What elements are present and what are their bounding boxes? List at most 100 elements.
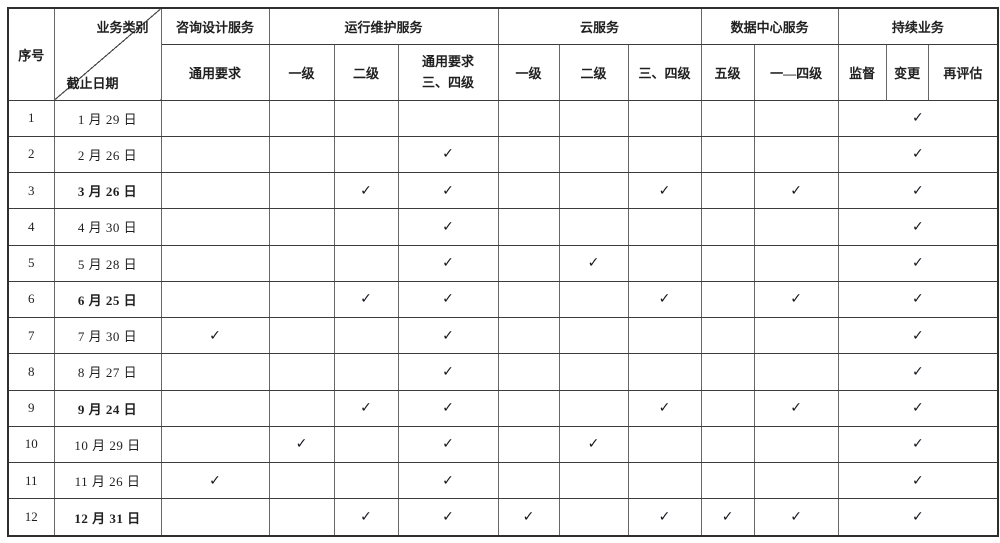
check-icon: ✓ bbox=[442, 436, 454, 453]
check-icon: ✓ bbox=[360, 509, 372, 526]
check-cell-cloud-level1 bbox=[497, 425, 560, 464]
check-cell-consulting-general: ✓ bbox=[160, 461, 270, 500]
deadline-date-cell: 2 月 26 日 bbox=[53, 135, 162, 174]
check-cell-consulting-general bbox=[160, 171, 270, 210]
check-cell-cloud-level-3-4 bbox=[627, 316, 702, 355]
check-cell-dc-level5: ✓ bbox=[700, 498, 755, 537]
sub-header-dc-level5: 五级 bbox=[700, 43, 755, 101]
check-cell-ops-level2: ✓ bbox=[333, 389, 399, 427]
check-icon: ✓ bbox=[790, 509, 802, 526]
check-cell-cloud-level-3-4 bbox=[627, 99, 702, 137]
check-cell-cloud-level1 bbox=[497, 353, 560, 391]
check-cell-ops-level2 bbox=[333, 244, 399, 282]
check-cell-ops-general-3-4: ✓ bbox=[397, 389, 499, 427]
row-number-cell: 3 bbox=[7, 171, 55, 210]
check-cell-continuous-business: ✓ bbox=[837, 99, 999, 137]
row-number-cell: 5 bbox=[7, 244, 55, 282]
check-cell-ops-level1 bbox=[268, 135, 335, 174]
sub-header-row: 通用要求 一级 二级 通用要求 三、四级 一级 二级 三、四级 五级 一—四级 … bbox=[8, 43, 999, 101]
deadline-date-cell: 9 月 24 日 bbox=[53, 389, 162, 427]
check-icon: ✓ bbox=[360, 400, 372, 417]
check-cell-cloud-level2 bbox=[558, 461, 629, 500]
check-cell-dc-level1-4: ✓ bbox=[753, 389, 839, 427]
check-icon: ✓ bbox=[911, 363, 924, 380]
check-cell-dc-level1-4 bbox=[753, 99, 839, 137]
check-cell-cloud-level-3-4 bbox=[627, 353, 702, 391]
check-cell-cloud-level2 bbox=[558, 316, 629, 355]
check-icon: ✓ bbox=[658, 509, 671, 526]
check-cell-cloud-level-3-4 bbox=[627, 425, 702, 464]
check-cell-cloud-level2: ✓ bbox=[558, 425, 629, 464]
check-cell-cloud-level1 bbox=[497, 389, 560, 427]
check-cell-dc-level5 bbox=[700, 99, 755, 137]
sub-header-cloud-level2: 二级 bbox=[558, 43, 629, 101]
check-cell-ops-level1 bbox=[268, 208, 335, 246]
deadline-date-cell: 1 月 29 日 bbox=[53, 99, 162, 137]
check-icon: ✓ bbox=[442, 327, 454, 344]
check-cell-consulting-general bbox=[160, 425, 270, 464]
check-icon: ✓ bbox=[442, 182, 454, 199]
check-cell-ops-level1 bbox=[268, 498, 335, 537]
check-cell-cloud-level2 bbox=[558, 99, 629, 137]
check-icon: ✓ bbox=[911, 218, 924, 235]
check-cell-dc-level1-4 bbox=[753, 353, 839, 391]
check-cell-cloud-level-3-4: ✓ bbox=[627, 280, 702, 319]
group-header-operations-maintenance: 运行维护服务 bbox=[268, 7, 499, 45]
check-cell-continuous-business: ✓ bbox=[837, 425, 999, 464]
check-cell-consulting-general bbox=[160, 389, 270, 427]
check-cell-dc-level1-4: ✓ bbox=[753, 280, 839, 319]
check-cell-consulting-general bbox=[160, 498, 270, 537]
check-cell-cloud-level-3-4: ✓ bbox=[627, 498, 702, 537]
check-icon: ✓ bbox=[209, 472, 221, 489]
group-header-consulting-design: 咨询设计服务 bbox=[160, 7, 270, 45]
check-icon: ✓ bbox=[360, 291, 372, 308]
check-cell-cloud-level2 bbox=[558, 389, 629, 427]
check-icon: ✓ bbox=[442, 509, 454, 526]
check-icon: ✓ bbox=[911, 472, 924, 489]
check-cell-dc-level5 bbox=[700, 171, 755, 210]
check-icon: ✓ bbox=[442, 291, 454, 308]
check-cell-dc-level1-4 bbox=[753, 425, 839, 464]
check-cell-dc-level5 bbox=[700, 316, 755, 355]
check-cell-cloud-level2: ✓ bbox=[558, 244, 629, 282]
check-cell-dc-level1-4 bbox=[753, 316, 839, 355]
check-cell-ops-level2: ✓ bbox=[333, 280, 399, 319]
row-number-cell: 6 bbox=[7, 280, 55, 319]
sub-header-ops-general-3-4: 通用要求 三、四级 bbox=[397, 43, 499, 101]
check-cell-continuous-business: ✓ bbox=[837, 208, 999, 246]
check-cell-continuous-business: ✓ bbox=[837, 461, 999, 500]
certification-schedule-table: 序号 业务类别 截止日期 咨询设计服务 运行维护服务 云服务 数据中心服务 持续… bbox=[7, 7, 1000, 537]
row-number-cell: 9 bbox=[7, 389, 55, 427]
sub-header-reassessment: 再评估 bbox=[927, 43, 999, 101]
group-header-cloud-service: 云服务 bbox=[497, 7, 702, 45]
deadline-date-cell: 6 月 25 日 bbox=[53, 280, 162, 319]
check-cell-cloud-level2 bbox=[558, 208, 629, 246]
check-cell-ops-level2 bbox=[333, 425, 399, 464]
check-icon: ✓ bbox=[911, 400, 924, 417]
deadline-date-cell: 3 月 26 日 bbox=[53, 171, 162, 210]
check-cell-cloud-level2 bbox=[558, 280, 629, 319]
diagonal-top-label: 业务类别 bbox=[96, 20, 149, 35]
check-cell-ops-level2 bbox=[333, 461, 399, 500]
check-cell-dc-level5 bbox=[700, 425, 755, 464]
check-cell-cloud-level1 bbox=[497, 461, 560, 500]
check-icon: ✓ bbox=[658, 182, 671, 199]
check-icon: ✓ bbox=[295, 436, 308, 453]
check-cell-consulting-general: ✓ bbox=[160, 316, 270, 355]
check-icon: ✓ bbox=[790, 400, 802, 417]
check-cell-continuous-business: ✓ bbox=[837, 316, 999, 355]
check-icon: ✓ bbox=[658, 400, 671, 417]
check-cell-dc-level5 bbox=[700, 135, 755, 174]
row-number-cell: 12 bbox=[7, 498, 55, 537]
check-cell-ops-level1 bbox=[268, 99, 335, 137]
check-cell-continuous-business: ✓ bbox=[837, 244, 999, 282]
check-cell-ops-level2 bbox=[333, 135, 399, 174]
